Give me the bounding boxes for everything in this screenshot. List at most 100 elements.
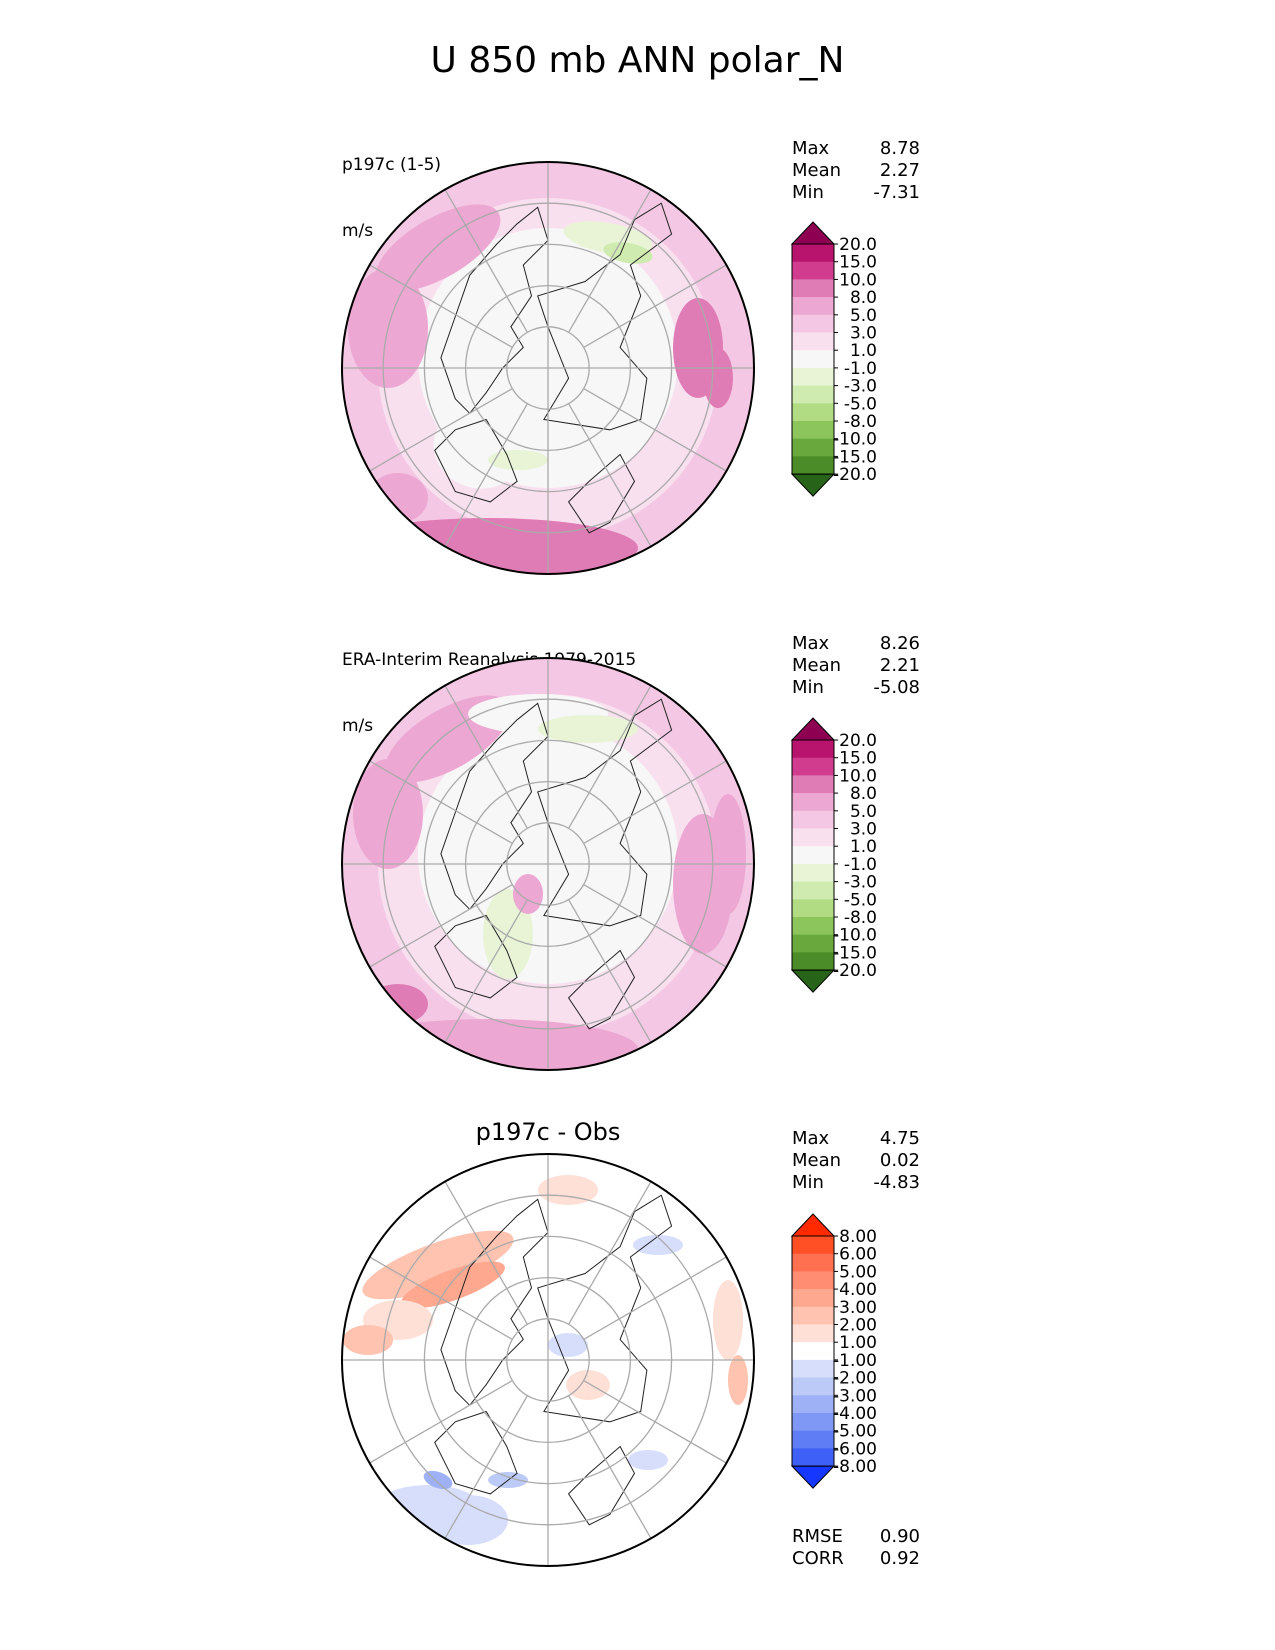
colorbar-segment (792, 367, 834, 387)
colorbar-tick-label: 3.0 (850, 820, 877, 840)
colorbar-segment (792, 1377, 834, 1396)
colorbar-segment (792, 403, 834, 422)
panel-title-test: p197c (1-5) m/s (342, 110, 441, 264)
coastline (440, 1198, 549, 1407)
stat-label: Max (792, 1128, 830, 1149)
meridian-line (583, 884, 727, 968)
coastline (537, 202, 673, 431)
colorbar-extend-min (790, 473, 836, 497)
stat-value: 2.21 (879, 655, 920, 676)
contour-region (362, 1230, 514, 1300)
colorbar-segment (792, 314, 834, 333)
colorbar-segment (792, 793, 834, 812)
colorbar-tick-label: 2.00 (839, 1316, 877, 1336)
colorbar-0: 20.015.010.08.05.03.01.0-1.0-3.0-5.0-8.0… (790, 221, 877, 497)
colorbar-tick-label: -10.0 (833, 430, 877, 450)
colorbar-segment (792, 881, 834, 900)
colorbar-tick-label: 20.0 (839, 731, 877, 751)
colorbar-segment (792, 757, 834, 776)
figure-title: U 850 mb ANN polar_N (430, 40, 845, 81)
stat-value: 8.78 (879, 138, 920, 159)
contour-region (428, 1495, 508, 1545)
colorbar-segment (792, 740, 834, 759)
colorbar-tick-label: 15.0 (839, 749, 877, 769)
colorbar-segment (792, 1324, 834, 1343)
colorbar-frame (791, 243, 835, 475)
colorbar-extend-max (790, 221, 836, 245)
graticule (342, 162, 754, 574)
colorbar-segment (792, 1236, 834, 1255)
colorbar-tick-label: 6.00 (839, 1245, 877, 1265)
meridian-line (568, 403, 652, 547)
meridian-line (369, 1256, 513, 1340)
colorbar-segment (792, 952, 834, 971)
meridian-line (444, 189, 528, 333)
contour-region (548, 1333, 588, 1357)
stat-label: Min (792, 182, 824, 203)
stat-value: 0.92 (879, 1548, 920, 1569)
colorbar-tick-label: 8.0 (850, 784, 877, 804)
coastline (440, 206, 549, 415)
contour-region (713, 1280, 743, 1360)
colorbar-segment (792, 332, 834, 351)
colorbar-segment (792, 899, 834, 918)
colorbar-segment (792, 917, 834, 936)
colorbar-extend-max (790, 717, 836, 741)
graticule (342, 658, 754, 1070)
colorbar-segment (792, 828, 834, 847)
contour-region (513, 874, 543, 914)
stat-value: 0.90 (879, 1526, 920, 1547)
colorbar-tick-label: 8.00 (839, 1227, 877, 1247)
colorbar-tick-label: -3.0 (844, 873, 877, 893)
stat-label: CORR (792, 1548, 844, 1569)
meridian-line (369, 1380, 513, 1464)
colorbar-tick-label: 5.0 (850, 802, 877, 822)
colorbar-tick-label: 10.0 (839, 766, 877, 786)
colorbar-tick-label: -4.00 (833, 1404, 877, 1424)
colorbar-tick-label: -5.00 (833, 1422, 877, 1442)
colorbar-tick-label: 20.0 (839, 235, 877, 255)
coastline (434, 418, 518, 503)
colorbar-tick-label: 1.00 (839, 1333, 877, 1353)
colorbar-segment (792, 1413, 834, 1432)
colorbar-tick-label: -8.0 (844, 412, 877, 432)
colorbar-tick-label: -1.0 (844, 855, 877, 875)
panel-title-difference: p197c - Obs (475, 1118, 621, 1146)
stat-label: Min (792, 1172, 824, 1193)
meridian-line (369, 884, 513, 968)
colorbar-tick-label: -6.00 (833, 1439, 877, 1459)
contour-region (342, 1019, 638, 1070)
meridian-line (583, 1380, 727, 1464)
colorbar-tick-label: -20.0 (833, 465, 877, 485)
stat-label: Mean (792, 1150, 842, 1171)
meridian-line (568, 685, 652, 829)
colorbar-segment (792, 1342, 834, 1361)
colorbar-tick-label: 1.0 (850, 341, 877, 361)
stat-value: 8.26 (879, 633, 920, 654)
colorbar-tick-label: -15.0 (833, 943, 877, 963)
stat-value: -7.31 (873, 182, 920, 203)
colorbar-tick-label: 1.0 (850, 837, 877, 857)
graticule (342, 1154, 754, 1566)
contour-region (488, 450, 548, 470)
meridian-line (568, 189, 652, 333)
colorbar-tick-label: -5.0 (844, 394, 877, 414)
meridian-line (444, 685, 528, 829)
colorbar-segment (792, 1430, 834, 1449)
coastline (440, 702, 549, 911)
contour-region (401, 1261, 505, 1309)
coastline (434, 914, 518, 999)
meridian-line (444, 1181, 528, 1325)
colorbar-extend-min (790, 1465, 836, 1489)
map-panel-1 (341, 657, 755, 1071)
coastline (434, 1410, 518, 1495)
colorbar-tick-label: -3.0 (844, 377, 877, 397)
colorbar-extend-max (790, 1213, 836, 1237)
colorbar-segment (792, 279, 834, 298)
contour-region (433, 407, 523, 489)
colorbar-segment (792, 421, 834, 440)
contour-region (538, 1175, 598, 1205)
colorbar-segment (792, 350, 834, 369)
colorbar-tick-label: 5.00 (839, 1262, 877, 1282)
colorbar-tick-label: -10.0 (833, 926, 877, 946)
